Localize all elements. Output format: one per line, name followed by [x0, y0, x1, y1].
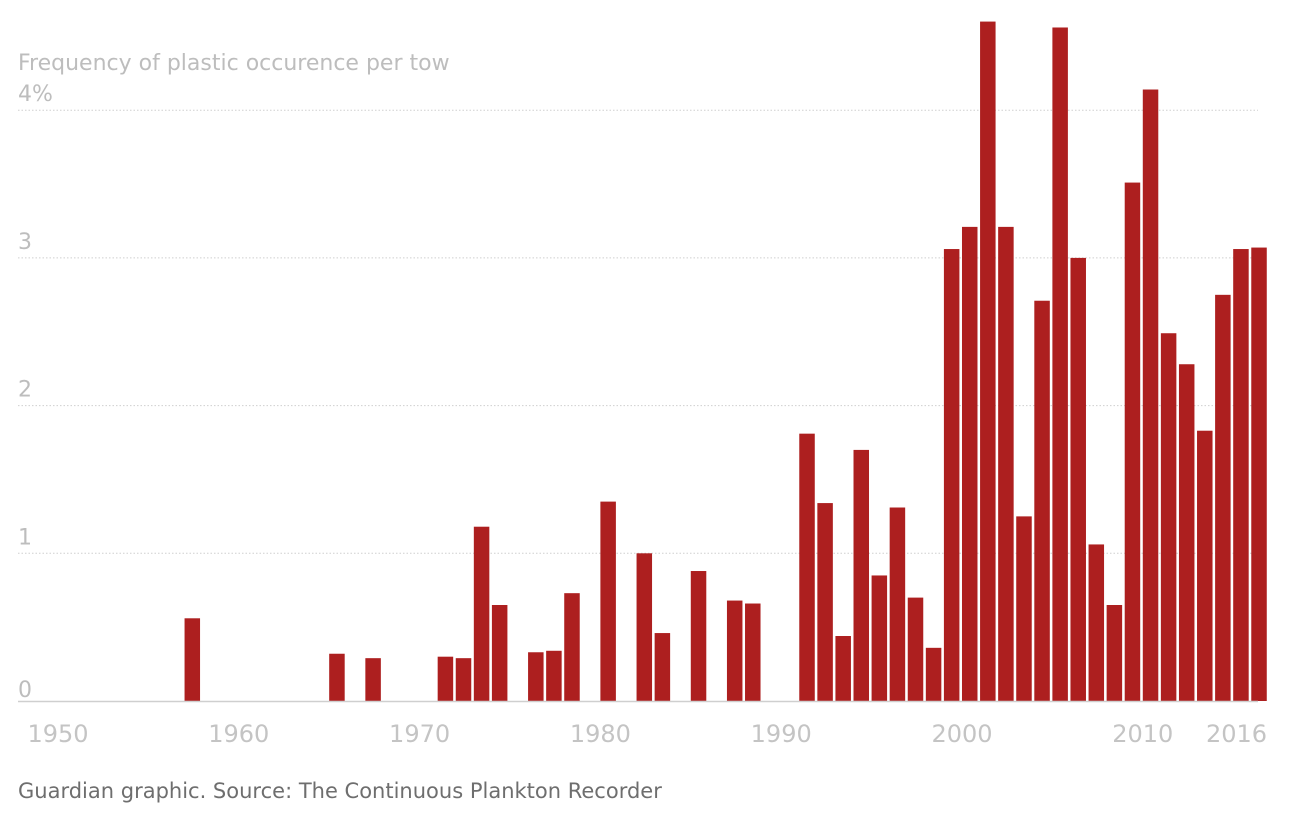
bar-1973 [473, 526, 490, 701]
bar-1992 [817, 503, 833, 701]
bar-1971 [437, 656, 454, 701]
y-tick-label: 1 [18, 525, 32, 550]
bar-2010 [1142, 89, 1159, 701]
bar-2011 [1160, 333, 1177, 701]
bar-1987 [726, 600, 743, 701]
x-tick-label: 1980 [570, 720, 631, 748]
y-tick-label: 3 [18, 230, 32, 255]
bar-1995 [871, 575, 888, 701]
bar-1983 [654, 633, 671, 701]
bar-1994 [853, 449, 870, 701]
bar-2013 [1197, 430, 1213, 701]
bar-1993 [835, 636, 851, 701]
bar-2008 [1106, 605, 1123, 701]
bars [184, 21, 1267, 702]
bar-1977 [546, 650, 562, 701]
bar-2015 [1233, 249, 1249, 702]
bar-1980 [600, 501, 616, 701]
bar-1965 [329, 653, 345, 701]
bar-1974 [491, 605, 508, 701]
bar-1999 [943, 249, 960, 702]
bar-1998 [925, 647, 942, 701]
bar-2006 [1070, 257, 1086, 701]
bar-2009 [1124, 182, 1141, 701]
bar-1982 [636, 553, 653, 701]
bar-2014 [1215, 294, 1231, 701]
bar-1972 [455, 658, 472, 701]
bar-2005 [1052, 27, 1068, 702]
bar-2007 [1088, 544, 1105, 701]
y-axis-label: Frequency of plastic occurence per tow [18, 51, 450, 76]
y-tick-label: 4% [18, 82, 53, 107]
bar-2004 [1034, 300, 1050, 701]
x-tick-label: 2000 [931, 720, 992, 748]
bar-1978 [564, 593, 580, 701]
bar-1991 [799, 433, 815, 701]
bar-1985 [690, 571, 707, 701]
y-tick-labels: 0 1 2 3 4% [18, 82, 53, 703]
x-tick-labels: 1950 1960 1970 1980 1990 2000 2010 2016 [27, 720, 1267, 748]
x-tick-label: 1990 [751, 720, 812, 748]
bar-2012 [1178, 364, 1195, 701]
bar-1967 [365, 658, 381, 701]
y-tick-label: 2 [18, 378, 32, 403]
bar-1988 [745, 603, 761, 701]
x-tick-label: 1960 [208, 720, 269, 748]
bar-2000 [961, 226, 978, 701]
bar-1976 [528, 652, 544, 701]
x-tick-label: 2016 [1206, 720, 1267, 748]
bar-1996 [889, 507, 906, 701]
y-tick-label: 0 [18, 678, 32, 703]
bar-2003 [1016, 516, 1032, 702]
x-tick-label: 2010 [1112, 720, 1173, 748]
bar-2016 [1251, 247, 1267, 701]
source-note: Guardian graphic. Source: The Continuous… [18, 779, 662, 803]
bar-1957 [184, 618, 201, 701]
bar-2001 [980, 21, 996, 701]
bar-2002 [998, 226, 1014, 701]
x-tick-label: 1950 [27, 720, 88, 748]
x-tick-label: 1970 [389, 720, 450, 748]
bar-1997 [907, 597, 924, 701]
